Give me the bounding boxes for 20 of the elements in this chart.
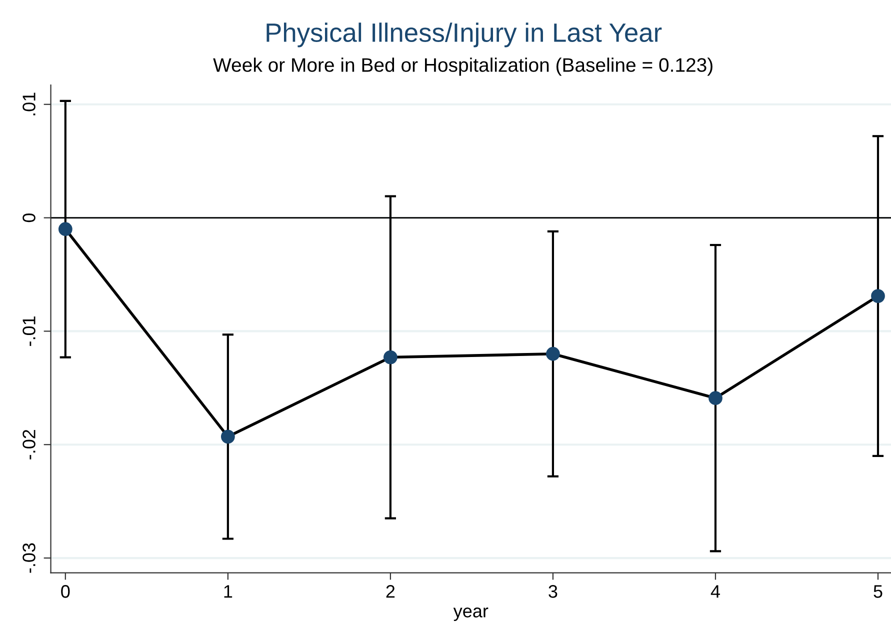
y-tick-label: -.01	[22, 316, 36, 346]
x-axis-title: year	[453, 608, 488, 622]
y-tick-label: -.02	[22, 430, 36, 460]
x-tick-label: 3	[548, 585, 558, 598]
chart-title: Physical Illness/Injury in Last Year	[266, 22, 662, 48]
point	[220, 430, 235, 444]
x-tick-label: 2	[386, 585, 395, 598]
x-tick-label: 1	[224, 585, 232, 598]
point	[58, 222, 72, 236]
x-tick-label: 5	[874, 585, 882, 598]
point	[546, 346, 560, 361]
point	[871, 289, 885, 303]
x-tick-label: 0	[61, 585, 70, 598]
point	[708, 391, 722, 406]
point	[384, 350, 398, 364]
chart-subtitle: Week or More in Bed or Hospitalization (Baseline = 0.123)	[213, 58, 712, 76]
y-tick-label: 0	[22, 213, 36, 222]
y-tick-label: -.03	[22, 543, 36, 573]
x-tick-label: 4	[710, 585, 720, 598]
y-tick-label: .01	[22, 92, 36, 116]
